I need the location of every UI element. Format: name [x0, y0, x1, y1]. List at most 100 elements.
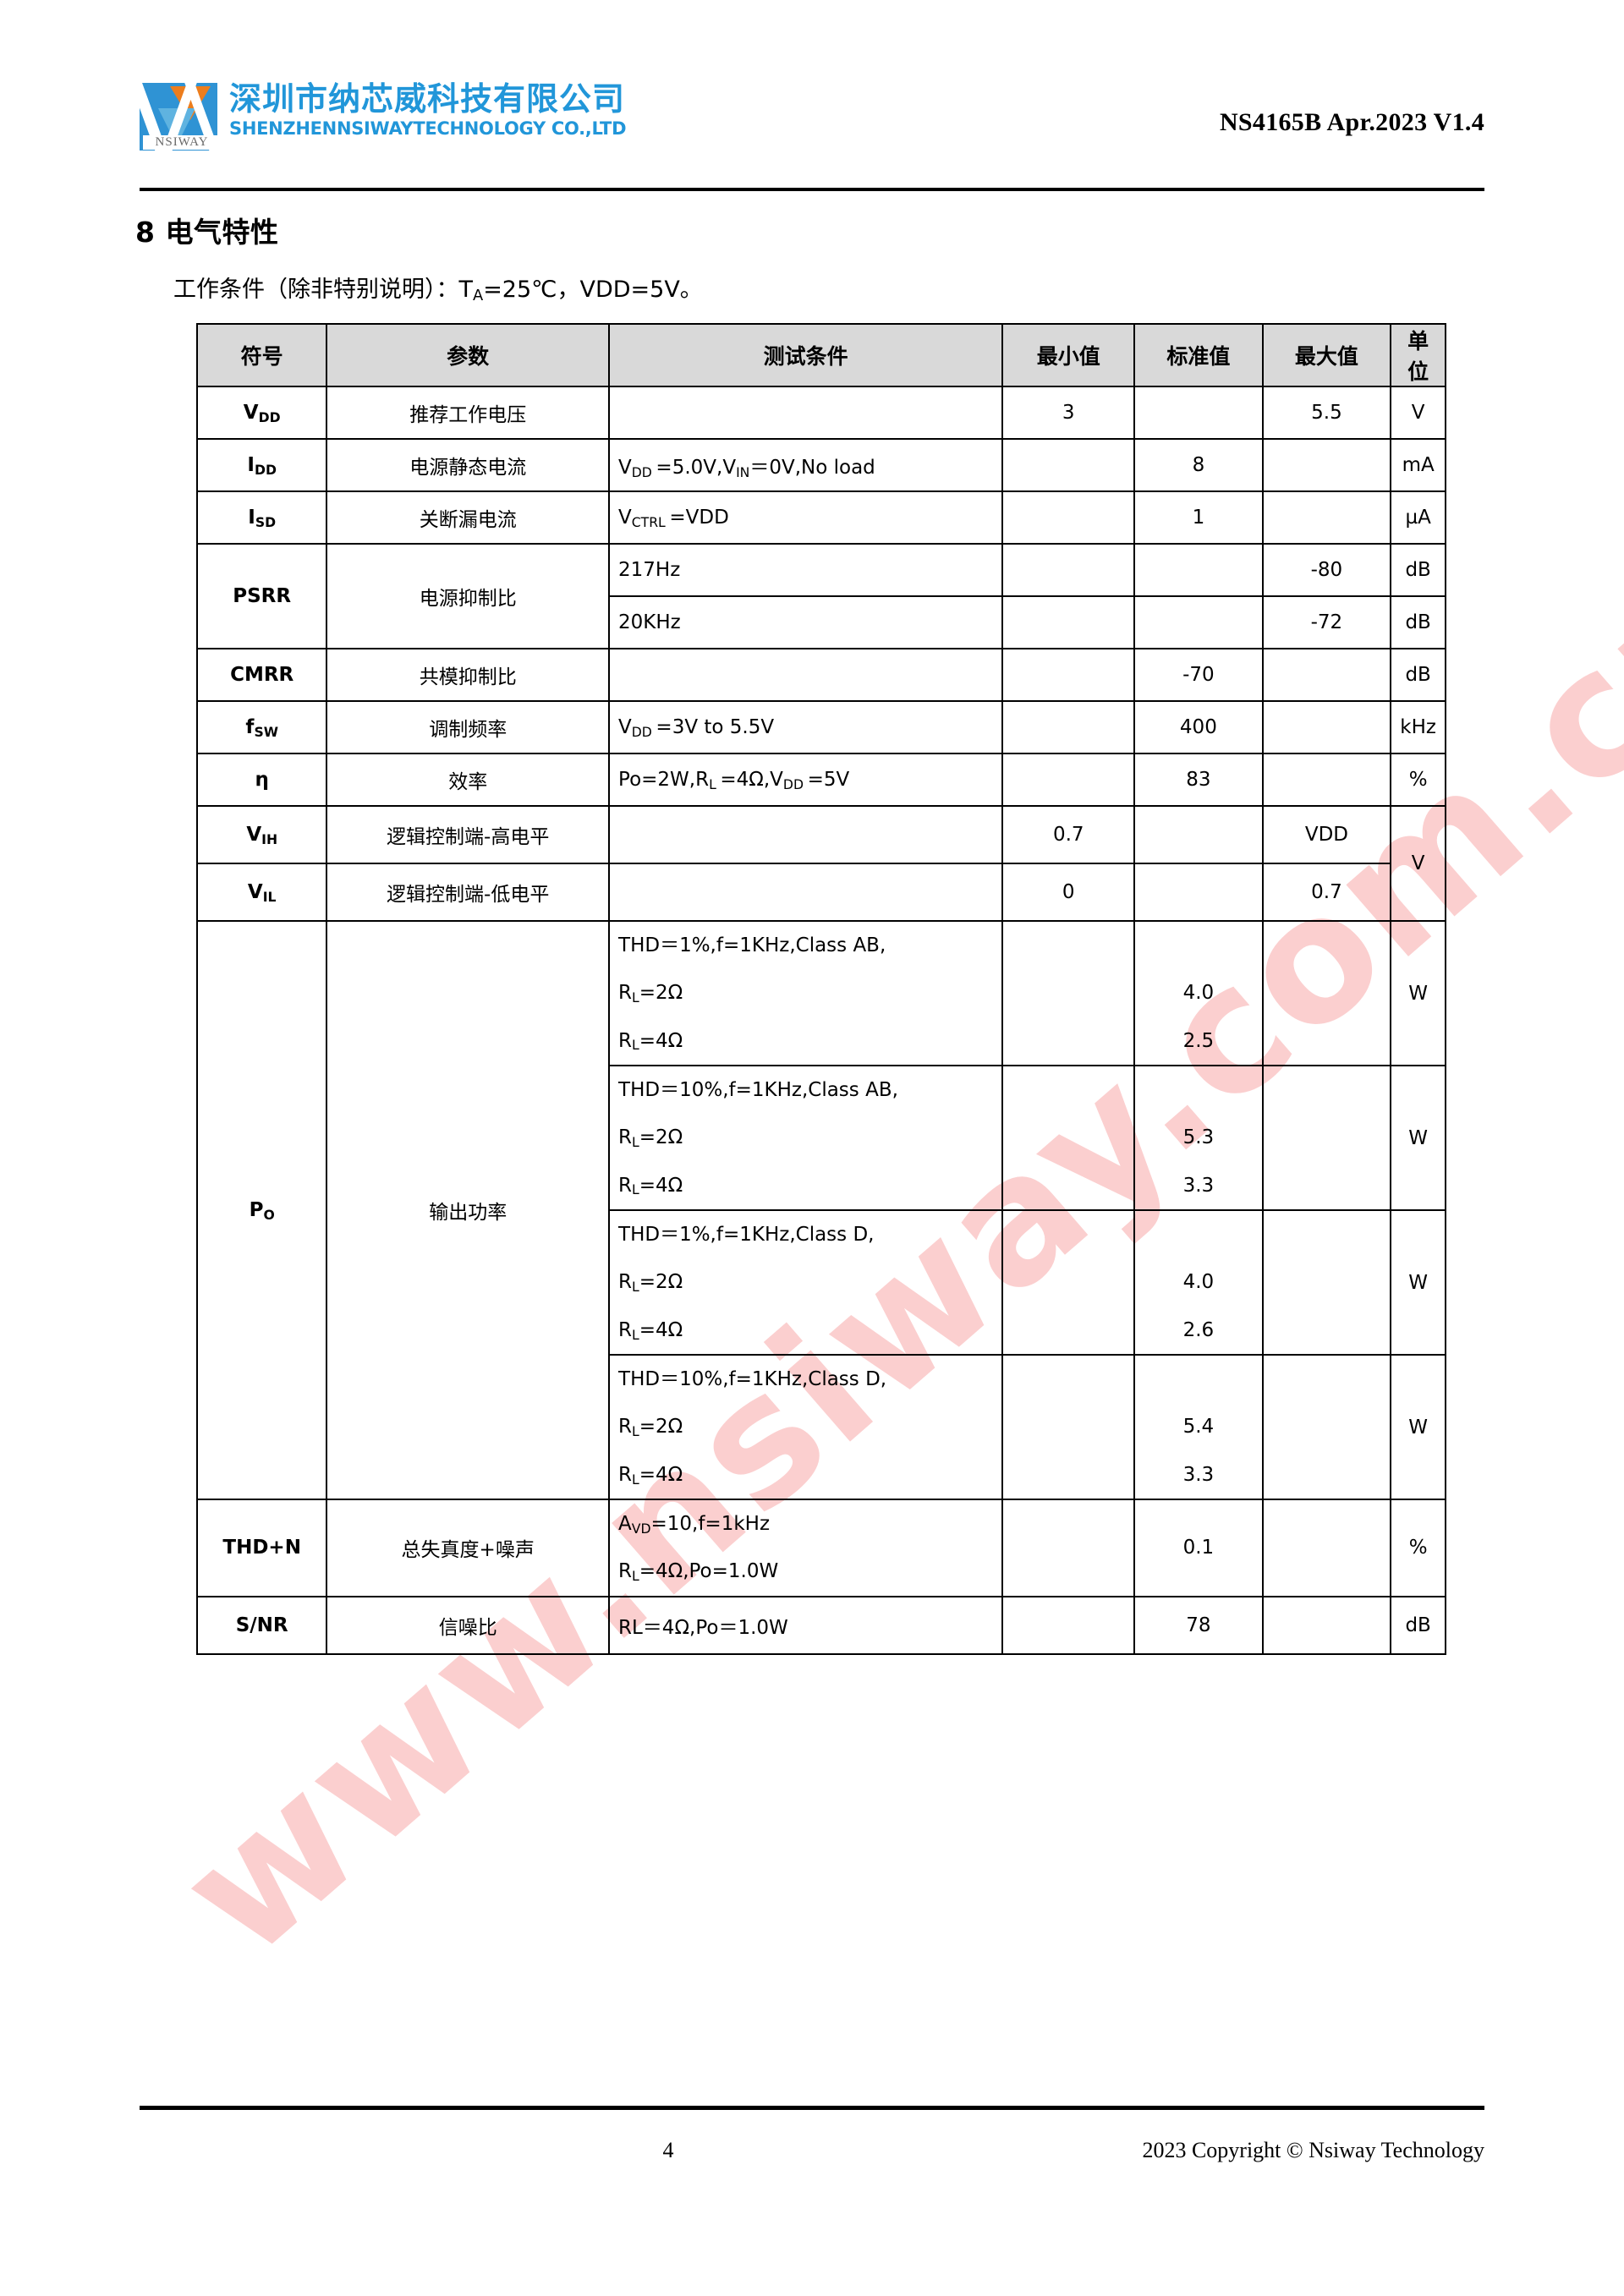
- page-number: 4: [662, 2138, 674, 2162]
- cell-max: 0.7: [1261, 863, 1392, 922]
- table-header-row: 符号 参数 测试条件 最小值 标准值 最大值 单位: [195, 323, 1446, 387]
- cell-typ: 8: [1133, 438, 1264, 492]
- cell-symbol: THD+N: [195, 1499, 328, 1597]
- col-header-unit: 单位: [1390, 323, 1446, 387]
- cell-condition: [608, 648, 1004, 702]
- page-header: NSIWAY 深圳市纳芯威科技有限公司 SHENZHENNSIWAYTECHNO…: [140, 80, 1484, 164]
- condition-line-2: RL=2Ω: [618, 1416, 683, 1440]
- cell-min: [1001, 543, 1136, 597]
- company-name-cn: 深圳市纳芯威科技有限公司: [229, 80, 626, 118]
- cell-parameter: 效率: [326, 753, 611, 807]
- table-row: VDD 推荐工作电压 3 5.5 V: [195, 386, 1446, 440]
- cell-unit: %: [1390, 753, 1446, 807]
- cell-max: [1261, 753, 1392, 807]
- table-row: ISD 关断漏电流 VCTRL =VDD 1 µA: [195, 490, 1446, 545]
- cell-symbol: ISD: [195, 490, 328, 545]
- cell-max: [1261, 1065, 1392, 1212]
- condition-line-1: THD＝10%,f=1KHz,Class D,: [618, 1368, 887, 1391]
- cell-typ: 83: [1133, 753, 1264, 807]
- typ-value-4ohm: 3.3: [1182, 1463, 1215, 1486]
- cell-unit: %: [1390, 1499, 1446, 1597]
- cell-parameter: 输出功率: [326, 919, 611, 1501]
- cell-typ: [1133, 863, 1264, 922]
- table-row: PO 输出功率 THD＝1%,f=1KHz,Class AB, RL=2Ω RL…: [195, 919, 1446, 1501]
- cell-unit: kHz: [1390, 700, 1446, 754]
- cell-max: [1261, 438, 1392, 492]
- condition-line-1: AVD=10,f=1kHz: [618, 1513, 771, 1537]
- cell-max: [1261, 1354, 1392, 1501]
- cell-max: [1261, 1499, 1392, 1597]
- document-reference: NS4165B Apr.2023 V1.4: [1219, 108, 1484, 136]
- typ-value-4ohm: 3.3: [1182, 1174, 1215, 1197]
- cell-condition: AVD=10,f=1kHz RL=4Ω,Po=1.0W: [608, 1499, 1004, 1597]
- company-logo: NSIWAY 深圳市纳芯威科技有限公司 SHENZHENNSIWAYTECHNO…: [140, 80, 627, 151]
- operating-conditions-note: 工作条件（除非特别说明）：TA=25℃，VDD=5V。: [173, 271, 703, 304]
- table-row: THD+N 总失真度+噪声 AVD=10,f=1kHz RL=4Ω,Po=1.0…: [195, 1499, 1446, 1597]
- col-header-typ: 标准值: [1133, 323, 1264, 387]
- cell-min: [1001, 1354, 1136, 1501]
- cell-max: [1261, 648, 1392, 702]
- cell-min: [1001, 753, 1136, 807]
- cell-condition: THD＝1%,f=1KHz,Class D, RL=2Ω RL=4Ω: [608, 1209, 1004, 1356]
- cell-symbol: fSW: [195, 700, 328, 754]
- cell-symbol: VIL: [195, 863, 328, 922]
- page-title: 8 电气特性: [135, 216, 279, 249]
- condition-lines: THD＝1%,f=1KHz,Class AB, RL=2Ω RL=4Ω: [618, 922, 993, 1065]
- cell-parameter: 调制频率: [326, 700, 611, 754]
- cell-typ: [1133, 386, 1264, 440]
- company-name-en: SHENZHENNSIWAYTECHNOLOGY CO.,LTD: [229, 118, 627, 139]
- cell-min: [1001, 438, 1136, 492]
- cell-typ: 78: [1133, 1595, 1264, 1655]
- cell-parameter: 总失真度+噪声: [326, 1499, 611, 1597]
- cell-parameter: 共模抑制比: [326, 648, 611, 702]
- condition-line-3: RL=4Ω: [618, 1318, 683, 1343]
- cell-unit: W: [1390, 1354, 1446, 1501]
- cell-parameter: 电源抑制比: [326, 543, 611, 649]
- cell-parameter: 信噪比: [326, 1595, 611, 1655]
- col-header-condition: 测试条件: [608, 323, 1004, 387]
- cell-min: [1001, 1595, 1136, 1655]
- cell-unit: µA: [1390, 490, 1446, 545]
- table-row: THD＝10%,f=1KHz,Class D, RL=2Ω RL=4Ω 5.4 …: [197, 1354, 1446, 1501]
- condition-line-3: RL=4Ω: [618, 1174, 683, 1198]
- cell-typ: [1133, 543, 1264, 597]
- condition-line-2: RL=2Ω: [618, 1126, 683, 1151]
- typ-value-2ohm: 4.0: [1182, 982, 1215, 1005]
- cell-symbol: S/NR: [195, 1595, 328, 1655]
- cell-min: 0: [1001, 863, 1136, 922]
- cell-condition: 20KHz: [608, 595, 1004, 649]
- conditions-prefix: 工作条件（除非特别说明）：T: [173, 277, 473, 303]
- table-row: PSRR 电源抑制比 217Hz -80 dB: [195, 543, 1446, 649]
- cell-symbol: PSRR: [195, 543, 328, 649]
- cell-unit: W: [1390, 919, 1446, 1067]
- cell-min: [1001, 1065, 1136, 1212]
- cell-min: [1001, 490, 1136, 545]
- cell-parameter: 电源静态电流: [326, 438, 611, 492]
- col-header-parameter: 参数: [326, 323, 611, 387]
- cell-unit: V: [1390, 805, 1446, 922]
- cell-typ: 1: [1133, 490, 1264, 545]
- condition-lines: AVD=10,f=1kHz RL=4Ω,Po=1.0W: [618, 1500, 993, 1596]
- table-row: THD＝10%,f=1KHz,Class AB, RL=2Ω RL=4Ω 5.3…: [197, 1065, 1446, 1212]
- cell-parameter: 推荐工作电压: [326, 386, 611, 440]
- condition-lines: THD＝1%,f=1KHz,Class D, RL=2Ω RL=4Ω: [618, 1211, 993, 1354]
- footer-divider: [140, 2106, 1484, 2110]
- cell-condition: VDD =3V to 5.5V: [608, 700, 1004, 754]
- typ-value-2ohm: 4.0: [1182, 1271, 1215, 1294]
- condition-line-2: RL=4Ω,Po=1.0W: [618, 1560, 779, 1585]
- cell-condition: [608, 863, 1004, 922]
- cell-min: [1001, 1499, 1136, 1597]
- cell-condition: [608, 805, 1004, 864]
- table-row: CMRR 共模抑制比 -70 dB: [195, 648, 1446, 702]
- cell-max: -72: [1261, 595, 1392, 649]
- cell-min: [1001, 700, 1136, 754]
- cell-condition: Po=2W,RL =4Ω,VDD =5V: [608, 753, 1004, 807]
- cell-condition: 217Hz: [608, 543, 1004, 597]
- condition-line-2: RL=2Ω: [618, 982, 683, 1006]
- condition-line-1: THD＝1%,f=1KHz,Class D,: [618, 1224, 875, 1247]
- typ-value-4ohm: 2.5: [1182, 1029, 1215, 1052]
- col-header-min: 最小值: [1001, 323, 1136, 387]
- cell-typ: 400: [1133, 700, 1264, 754]
- cell-max: [1261, 1595, 1392, 1655]
- cell-unit: dB: [1390, 1595, 1446, 1655]
